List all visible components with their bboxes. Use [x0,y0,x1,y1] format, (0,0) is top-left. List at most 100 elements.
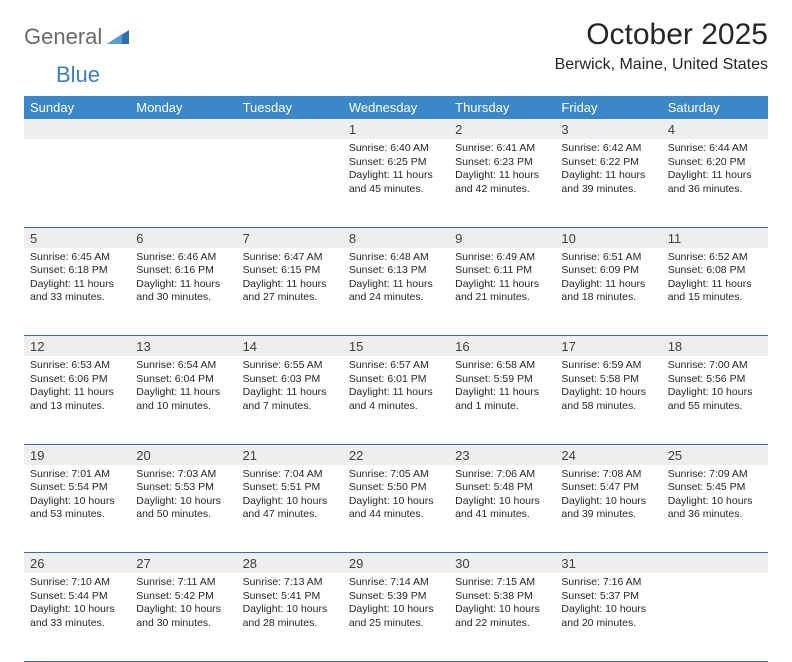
daylight-text: Daylight: 11 hours and 45 minutes. [349,169,443,196]
sunrise-text: Sunrise: 7:06 AM [455,468,549,482]
day-cell: Sunrise: 7:11 AMSunset: 5:42 PMDaylight:… [130,573,236,661]
sunset-text: Sunset: 6:25 PM [349,156,443,170]
day-number: 24 [555,445,661,465]
day-number: 5 [24,228,130,248]
daylight-text: Daylight: 11 hours and 42 minutes. [455,169,549,196]
day-cell-body: Sunrise: 6:57 AMSunset: 6:01 PMDaylight:… [343,356,449,420]
weekday-header-cell: Saturday [662,96,768,119]
day-number: 3 [555,119,661,139]
logo: General [24,18,131,50]
day-number-cell: 24 [555,444,661,465]
day-cell-body: Sunrise: 6:52 AMSunset: 6:08 PMDaylight:… [662,248,768,312]
sunrise-text: Sunrise: 6:52 AM [668,251,762,265]
sunrise-text: Sunrise: 7:04 AM [243,468,337,482]
day-cell [662,573,768,661]
day-number: 20 [130,445,236,465]
day-cell: Sunrise: 6:55 AMSunset: 6:03 PMDaylight:… [237,356,343,444]
day-cell-body: Sunrise: 7:09 AMSunset: 5:45 PMDaylight:… [662,465,768,529]
day-cell-body: Sunrise: 7:16 AMSunset: 5:37 PMDaylight:… [555,573,661,637]
sunrise-text: Sunrise: 7:01 AM [30,468,124,482]
sunset-text: Sunset: 6:06 PM [30,373,124,387]
day-cell-body: Sunrise: 6:53 AMSunset: 6:06 PMDaylight:… [24,356,130,420]
sunrise-text: Sunrise: 6:40 AM [349,142,443,156]
sunrise-text: Sunrise: 7:13 AM [243,576,337,590]
day-number: 4 [662,119,768,139]
calendar-body: ...1234Sunrise: 6:40 AMSunset: 6:25 PMDa… [24,119,768,661]
sunset-text: Sunset: 5:48 PM [455,481,549,495]
day-number-cell: 16 [449,336,555,357]
daylight-text: Daylight: 10 hours and 58 minutes. [561,386,655,413]
day-number: 16 [449,336,555,356]
week-row: Sunrise: 6:40 AMSunset: 6:25 PMDaylight:… [24,139,768,227]
sunrise-text: Sunrise: 6:51 AM [561,251,655,265]
day-cell: Sunrise: 6:53 AMSunset: 6:06 PMDaylight:… [24,356,130,444]
sunset-text: Sunset: 5:56 PM [668,373,762,387]
title-block: October 2025 Berwick, Maine, United Stat… [555,18,768,74]
day-number-cell: 11 [662,227,768,248]
day-cell: Sunrise: 7:14 AMSunset: 5:39 PMDaylight:… [343,573,449,661]
day-cell-body: Sunrise: 6:51 AMSunset: 6:09 PMDaylight:… [555,248,661,312]
day-number-cell: 20 [130,444,236,465]
day-cell: Sunrise: 7:01 AMSunset: 5:54 PMDaylight:… [24,465,130,553]
day-number-cell: 1 [343,119,449,139]
day-number-cell: 14 [237,336,343,357]
sunset-text: Sunset: 5:45 PM [668,481,762,495]
day-number-cell: 23 [449,444,555,465]
sunset-text: Sunset: 6:03 PM [243,373,337,387]
sunrise-text: Sunrise: 6:49 AM [455,251,549,265]
day-cell: Sunrise: 7:10 AMSunset: 5:44 PMDaylight:… [24,573,130,661]
day-number: 17 [555,336,661,356]
day-cell: Sunrise: 6:59 AMSunset: 5:58 PMDaylight:… [555,356,661,444]
sunset-text: Sunset: 5:59 PM [455,373,549,387]
daylight-text: Daylight: 11 hours and 4 minutes. [349,386,443,413]
daylight-text: Daylight: 11 hours and 13 minutes. [30,386,124,413]
day-cell: Sunrise: 7:03 AMSunset: 5:53 PMDaylight:… [130,465,236,553]
day-number: 15 [343,336,449,356]
week-row: Sunrise: 7:01 AMSunset: 5:54 PMDaylight:… [24,465,768,553]
day-cell: Sunrise: 7:00 AMSunset: 5:56 PMDaylight:… [662,356,768,444]
daylight-text: Daylight: 10 hours and 55 minutes. [668,386,762,413]
week-row: Sunrise: 6:45 AMSunset: 6:18 PMDaylight:… [24,248,768,336]
day-number: 30 [449,553,555,573]
day-number: 21 [237,445,343,465]
location: Berwick, Maine, United States [555,56,768,74]
sunset-text: Sunset: 6:16 PM [136,264,230,278]
day-number: 31 [555,553,661,573]
sunset-text: Sunset: 5:41 PM [243,590,337,604]
sunrise-text: Sunrise: 6:44 AM [668,142,762,156]
day-cell-body: Sunrise: 7:08 AMSunset: 5:47 PMDaylight:… [555,465,661,529]
weekday-header-cell: Wednesday [343,96,449,119]
sunrise-text: Sunrise: 6:42 AM [561,142,655,156]
day-number: 14 [237,336,343,356]
day-cell-body: Sunrise: 6:45 AMSunset: 6:18 PMDaylight:… [24,248,130,312]
day-number: 23 [449,445,555,465]
sunset-text: Sunset: 6:01 PM [349,373,443,387]
daylight-text: Daylight: 10 hours and 50 minutes. [136,495,230,522]
daylight-text: Daylight: 10 hours and 53 minutes. [30,495,124,522]
daylight-text: Daylight: 10 hours and 30 minutes. [136,603,230,630]
day-number: 27 [130,553,236,573]
logo-text-general: General [24,24,102,50]
day-cell: Sunrise: 6:42 AMSunset: 6:22 PMDaylight:… [555,139,661,227]
daylight-text: Daylight: 10 hours and 33 minutes. [30,603,124,630]
daylight-text: Daylight: 10 hours and 22 minutes. [455,603,549,630]
sunrise-text: Sunrise: 6:57 AM [349,359,443,373]
sunset-text: Sunset: 6:15 PM [243,264,337,278]
sunrise-text: Sunrise: 7:00 AM [668,359,762,373]
sunrise-text: Sunrise: 7:09 AM [668,468,762,482]
day-number: 10 [555,228,661,248]
day-number: 11 [662,228,768,248]
day-cell: Sunrise: 7:05 AMSunset: 5:50 PMDaylight:… [343,465,449,553]
day-number-cell: 4 [662,119,768,139]
day-cell: Sunrise: 7:06 AMSunset: 5:48 PMDaylight:… [449,465,555,553]
day-cell-body: Sunrise: 7:05 AMSunset: 5:50 PMDaylight:… [343,465,449,529]
week-row: Sunrise: 7:10 AMSunset: 5:44 PMDaylight:… [24,573,768,661]
day-cell-body: Sunrise: 6:48 AMSunset: 6:13 PMDaylight:… [343,248,449,312]
day-cell-body: Sunrise: 7:06 AMSunset: 5:48 PMDaylight:… [449,465,555,529]
day-cell: Sunrise: 6:41 AMSunset: 6:23 PMDaylight:… [449,139,555,227]
day-number-cell: 8 [343,227,449,248]
day-number-cell: 18 [662,336,768,357]
day-number-cell: 27 [130,553,236,574]
day-number-cell: 6 [130,227,236,248]
day-number-cell: 22 [343,444,449,465]
